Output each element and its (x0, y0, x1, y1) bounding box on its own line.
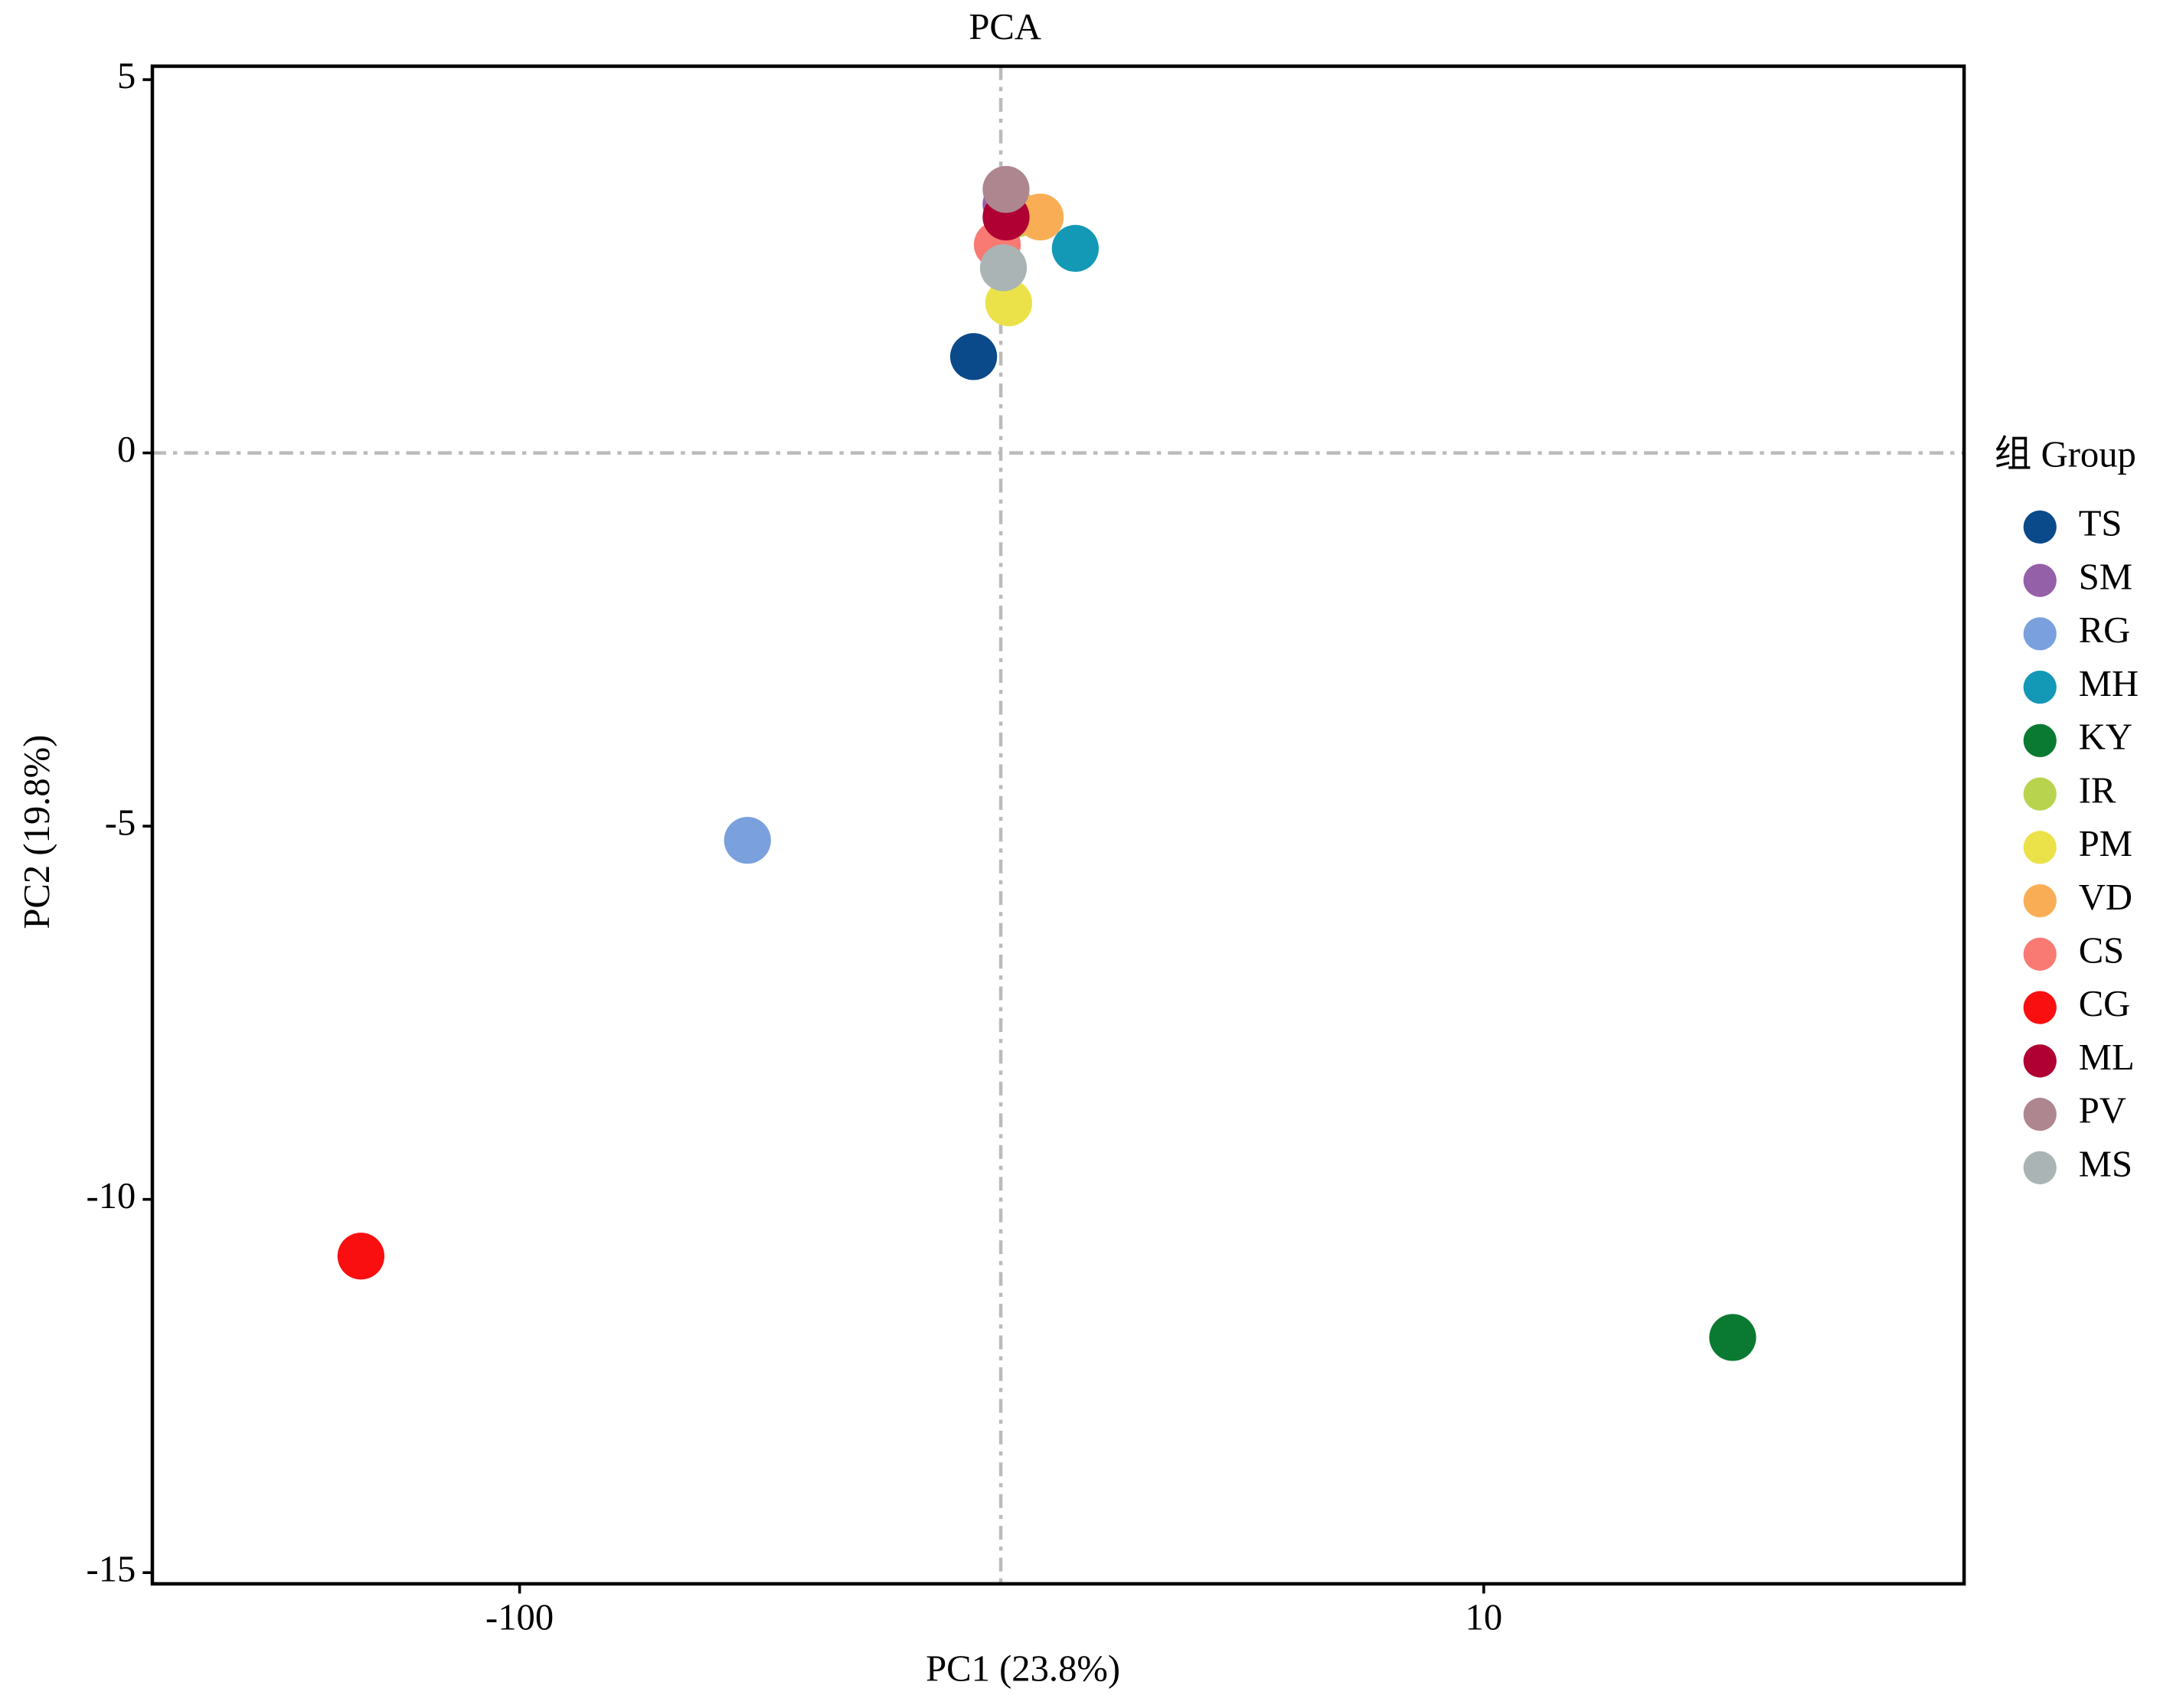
legend-label: TS (2079, 503, 2122, 544)
x-tick-label: -100 (485, 1597, 554, 1638)
point (979, 244, 1028, 292)
point (1709, 1314, 1756, 1361)
point (985, 279, 1033, 327)
legend-swatch (2023, 831, 2057, 864)
legend-label: MH (2079, 663, 2139, 704)
legend-label: VD (2079, 877, 2132, 918)
y-tick-label: -15 (87, 1548, 136, 1589)
y-tick-label: 5 (117, 55, 136, 96)
legend-swatch (2023, 617, 2057, 651)
legend-swatch (2023, 777, 2057, 811)
legend-label: IR (2079, 769, 2116, 811)
point (724, 817, 771, 864)
y-tick-label: -5 (105, 802, 136, 843)
legend-swatch (2023, 1044, 2057, 1078)
legend-label: SM (2079, 556, 2132, 597)
legend-label: ML (2079, 1037, 2135, 1078)
legend-label: CG (2079, 983, 2131, 1024)
legend-title: 组 Group (1995, 433, 2136, 475)
legend-label: CS (2079, 930, 2125, 972)
legend-label: KY (2079, 717, 2132, 758)
point (982, 165, 1030, 214)
legend-swatch (2023, 991, 2057, 1024)
legend-label: MS (2079, 1143, 2132, 1184)
point (337, 1233, 385, 1280)
x-axis-label: PC1 (23.8%) (926, 1648, 1120, 1689)
legend-swatch (2023, 883, 2057, 918)
point (1016, 193, 1064, 241)
legend-swatch (2023, 723, 2057, 757)
legend-swatch (2023, 563, 2057, 597)
legend-label: PV (2079, 1090, 2126, 1132)
legend-swatch (2023, 671, 2057, 704)
y-axis-label: PC2 (19.8%) (16, 735, 57, 929)
plot-frame (150, 64, 1966, 1586)
y-tick-label: 0 (117, 429, 136, 470)
legend-swatch (2023, 1151, 2057, 1184)
legend-label: RG (2079, 609, 2131, 651)
legend-swatch (2023, 510, 2057, 544)
point (1051, 224, 1100, 273)
legend-label: PM (2079, 823, 2132, 864)
y-tick-label: -10 (87, 1175, 136, 1217)
x-tick-label: 10 (1466, 1597, 1503, 1638)
point (949, 333, 998, 380)
chart-title: PCA (969, 6, 1041, 47)
legend-swatch (2023, 1097, 2057, 1132)
legend-swatch (2023, 937, 2057, 971)
